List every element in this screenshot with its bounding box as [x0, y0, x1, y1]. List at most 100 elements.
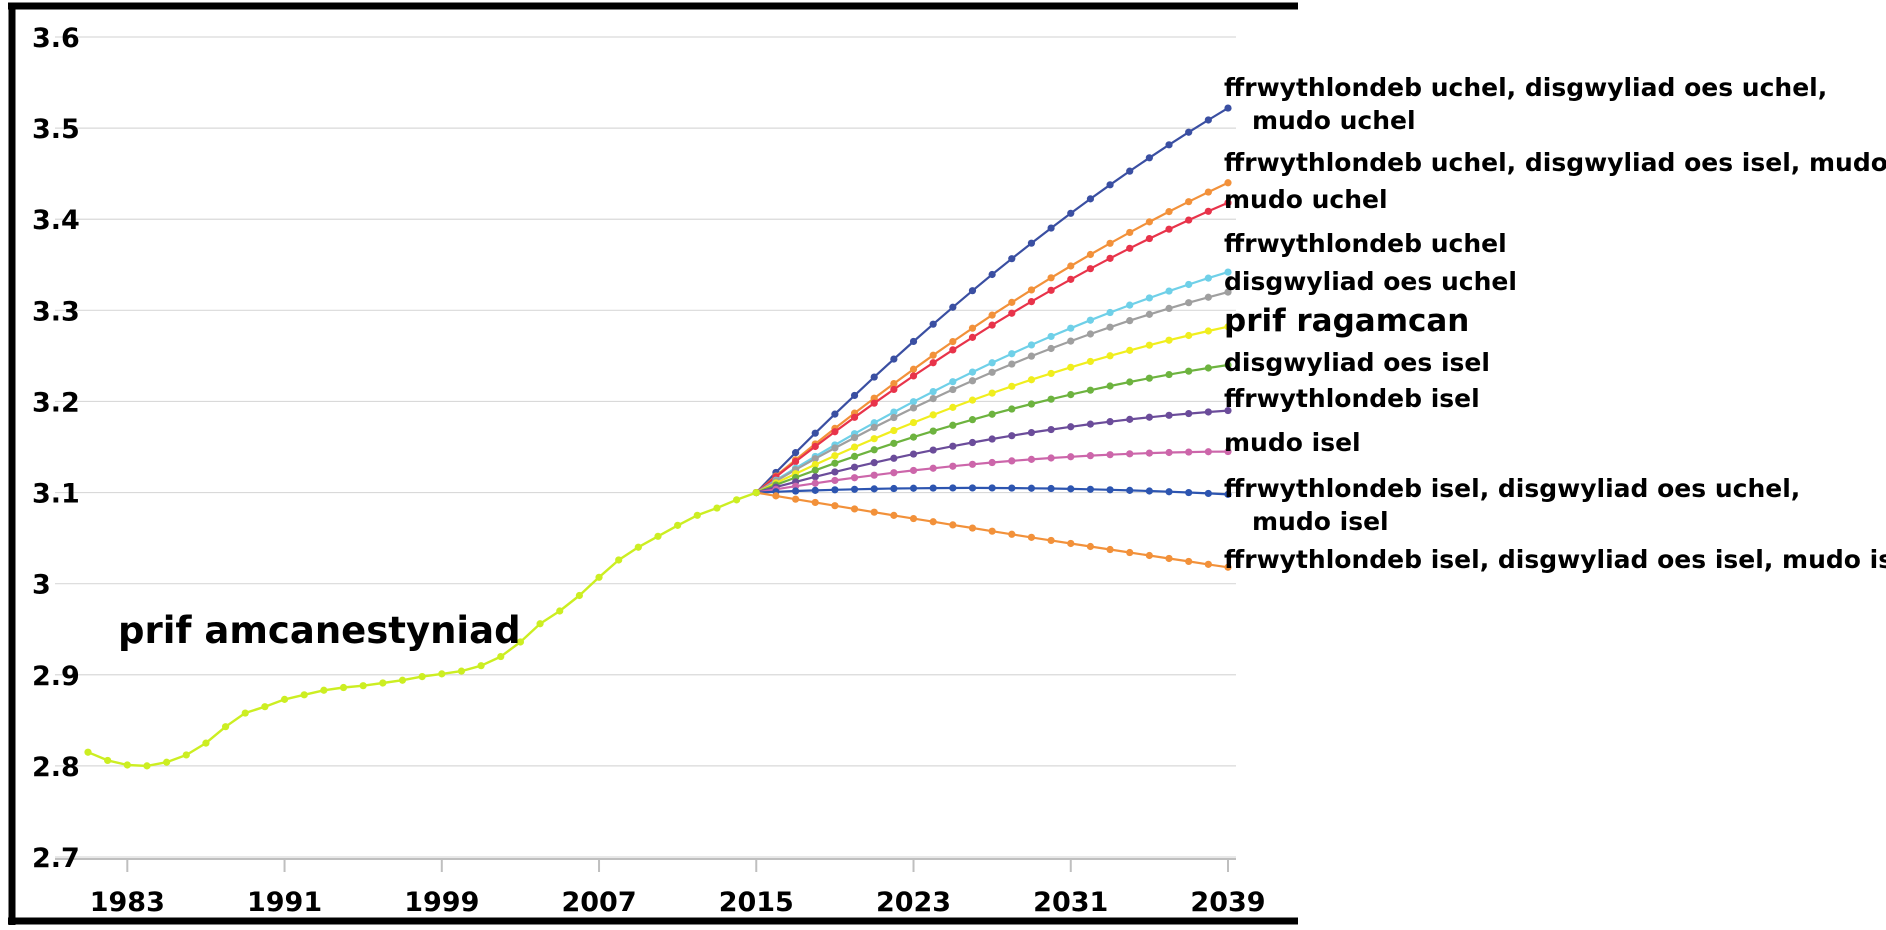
y-tick-label: 2.8: [32, 752, 80, 783]
x-tick-label: 2015: [719, 887, 794, 918]
projection-series-3-point: [1145, 294, 1153, 302]
historical-series-point: [575, 591, 583, 600]
y-tick-label: 3.2: [32, 387, 80, 418]
projection-series-8-point: [968, 460, 977, 468]
projection-series-1-point: [1106, 239, 1114, 247]
projection-series-3-point: [1185, 280, 1193, 289]
projection-series-8-point: [1126, 450, 1134, 458]
projection-series-1-point: [1086, 250, 1095, 259]
historical-series-point: [379, 679, 387, 687]
projection-series-7-point: [1027, 428, 1036, 437]
historical-series-point: [241, 709, 249, 717]
projection-series-9-point: [909, 484, 918, 492]
x-tick-label: 2007: [561, 887, 636, 918]
projection-series-2-point: [968, 333, 977, 341]
projection-series-10-point: [890, 511, 898, 519]
projection-series-5-point: [1106, 352, 1114, 360]
projection-series-6-point: [811, 466, 819, 474]
projection-series-5-point: [1086, 357, 1095, 366]
projection-series-10-point: [1185, 557, 1193, 566]
projection-series-1-point: [988, 311, 996, 319]
historical-series-point: [438, 670, 446, 678]
projection-series-0-point: [988, 270, 996, 279]
projection-series-7-point: [1106, 418, 1114, 426]
projection-series-6-point: [1047, 395, 1055, 403]
projection-series-8-point: [1165, 448, 1173, 457]
projection-series-10-point: [1106, 545, 1114, 554]
projection-series-5-point: [890, 426, 898, 435]
projection-series-3-point: [1224, 268, 1232, 276]
projection-series-0-point: [949, 303, 957, 311]
projection-series-6-point: [850, 452, 859, 460]
projection-series-10-point: [1145, 551, 1153, 560]
projection-series-8-point: [1008, 457, 1016, 465]
projection-series-2-point: [1224, 199, 1232, 207]
series-label-8: mudo isel: [1224, 428, 1361, 457]
historical-series-point: [398, 676, 407, 684]
projection-series-1-point: [909, 365, 918, 373]
projection-series-0-point: [1126, 167, 1134, 175]
projection-series-3-point: [1086, 316, 1095, 324]
projection-series-8-point: [890, 469, 898, 477]
y-tick-label: 2.7: [32, 843, 80, 874]
series-label-2: mudo uchel: [1224, 185, 1388, 214]
historical-series-point: [497, 652, 505, 661]
historical-series-point: [457, 667, 466, 675]
projection-series-8-point: [949, 462, 957, 470]
projection-series-4-point: [850, 433, 859, 442]
projection-series-6-point: [890, 439, 898, 447]
projection-series-7-point: [1204, 408, 1212, 416]
projection-series-8-point: [831, 476, 839, 485]
projection-series-9-point: [870, 485, 878, 493]
x-tick-label: 2031: [1033, 887, 1108, 918]
projection-series-1-point: [1067, 262, 1075, 270]
x-tick-label: 1999: [404, 887, 479, 918]
projection-series-10-point: [1027, 533, 1036, 541]
projection-series-9-point: [1027, 484, 1036, 492]
projection-series-7-point: [811, 473, 819, 481]
x-tick-label: 1991: [247, 887, 322, 918]
projection-series-0-point: [1047, 224, 1055, 232]
projection-series-4-point: [909, 404, 918, 412]
projection-series-7-point: [988, 435, 996, 443]
projection-series-5-point: [1165, 336, 1173, 344]
projection-series-3-point: [1106, 308, 1114, 317]
projection-series-9-point: [988, 484, 996, 492]
projection-series-2-point: [850, 413, 859, 421]
projection-series-7-point: [1086, 420, 1095, 428]
projection-series-10-point: [791, 495, 800, 503]
y-tick-label: 3.6: [32, 23, 80, 54]
projection-series-4-point: [1106, 323, 1114, 331]
projection-series-5-point: [1185, 331, 1193, 340]
historical-series-point: [84, 748, 92, 756]
projection-series-4-point: [949, 385, 957, 394]
projection-series-4-point: [811, 455, 819, 463]
projection-series-7-point: [1008, 432, 1016, 440]
projection-series-1-point: [1027, 286, 1036, 294]
projection-series-10-point: [1224, 563, 1232, 571]
projection-series-2-point: [1047, 286, 1055, 294]
projection-series-5-point: [1126, 346, 1134, 354]
historical-series-point: [674, 521, 682, 529]
projection-series-1-point: [1224, 179, 1232, 187]
projection-series-1-point: [1185, 198, 1193, 206]
projection-series-8-point: [1224, 447, 1232, 456]
historical-series-point: [516, 638, 525, 646]
projection-series-8-point: [1086, 452, 1095, 460]
projection-series-10-point: [909, 514, 918, 523]
projection-series-9-point: [949, 484, 957, 492]
projection-series-1-point: [949, 337, 957, 346]
projection-series-9-point: [1224, 490, 1232, 498]
projection-series-2-point: [1165, 225, 1173, 233]
projection-series-3-point: [1204, 274, 1212, 282]
projection-series-10-point: [870, 508, 878, 516]
series-label-3: ffrwythlondeb uchel: [1224, 229, 1507, 258]
projection-series-4-point: [1126, 317, 1134, 325]
projection-series-0-point: [811, 429, 819, 437]
historical-series-point: [477, 662, 485, 670]
projection-series-4-point: [831, 444, 839, 452]
axes-layer: [8, 2, 1298, 925]
projection-series-4-point: [988, 368, 996, 376]
projection-series-5-line: [755, 325, 1229, 494]
